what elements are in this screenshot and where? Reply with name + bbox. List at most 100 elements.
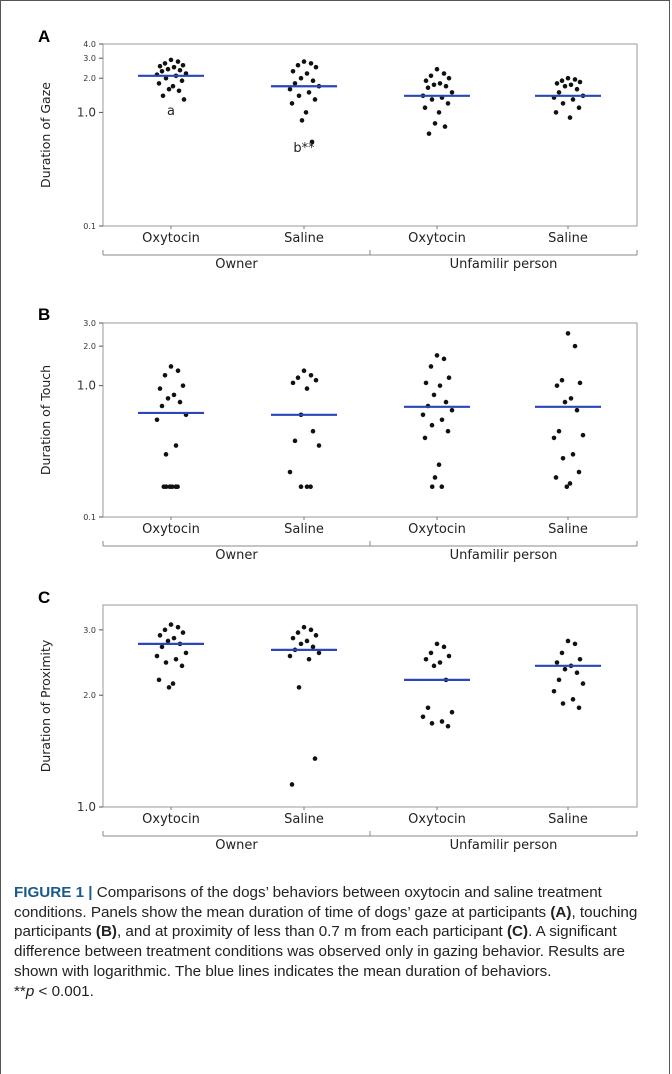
data-point-b-0-11 <box>173 443 179 448</box>
data-point-b-2-5 <box>437 383 443 388</box>
y-tick-label-c-2: 1.0 <box>77 800 96 814</box>
data-point-b-1-12 <box>298 484 304 490</box>
data-point-a-1-14 <box>289 101 295 106</box>
data-point-a-1-8 <box>292 81 298 86</box>
data-point-a-1-5 <box>304 71 310 76</box>
data-point-a-2-12 <box>429 97 435 102</box>
caption-sig-prefix: ** <box>14 982 26 1000</box>
data-point-a-2-5 <box>437 81 443 86</box>
data-point-b-0-3 <box>180 383 186 388</box>
data-point-a-3-8 <box>556 90 562 95</box>
data-point-b-1-2 <box>295 375 301 380</box>
data-point-c-2-8 <box>425 705 431 711</box>
group-label-b-1: Unfamilir person <box>450 548 558 563</box>
category-label-b-3: Saline <box>548 522 588 537</box>
caption-text-2: , touching participants <box>14 903 638 941</box>
y-tick-label-a-3: 1.0 <box>77 105 96 119</box>
data-point-a-0-6 <box>165 66 171 72</box>
data-point-a-3-13 <box>576 105 582 110</box>
data-point-b-3-6 <box>562 399 568 405</box>
data-point-a-3-14 <box>553 110 559 115</box>
data-point-c-1-12 <box>296 685 302 690</box>
data-point-c-0-10 <box>154 653 160 659</box>
data-point-a-2-13 <box>445 101 451 106</box>
data-point-a-1-0 <box>301 59 307 64</box>
data-point-b-3-13 <box>576 469 582 475</box>
data-point-b-0-0 <box>168 364 174 369</box>
data-point-b-3-15 <box>567 481 573 486</box>
data-point-a-2-15 <box>436 110 442 115</box>
data-point-c-3-2 <box>559 650 565 656</box>
data-point-a-3-0 <box>565 75 571 81</box>
data-point-b-3-16 <box>564 484 570 490</box>
category-label-a-3: Saline <box>548 231 588 246</box>
data-point-c-3-4 <box>554 660 560 665</box>
data-point-c-0-16 <box>166 685 172 690</box>
group-label-c-0: Owner <box>215 838 258 853</box>
data-point-a-0-8 <box>159 69 165 74</box>
data-point-a-1-17 <box>309 139 315 145</box>
data-point-a-0-1 <box>175 59 181 64</box>
data-point-c-0-5 <box>171 635 177 641</box>
data-point-b-2-15 <box>436 462 442 468</box>
data-point-b-1-7 <box>310 428 316 434</box>
data-point-c-0-12 <box>163 660 169 665</box>
data-point-a-2-4 <box>423 78 429 84</box>
data-point-a-0-12 <box>163 75 169 81</box>
y-tick-label-a-0: 4.0 <box>83 40 96 49</box>
data-point-b-1-4 <box>290 380 296 386</box>
data-point-b-3-4 <box>554 383 560 388</box>
data-point-c-0-9 <box>183 650 189 656</box>
data-point-a-3-12 <box>560 101 566 106</box>
data-point-c-1-14 <box>289 782 295 787</box>
caption-ref-a: (A) <box>550 903 572 921</box>
y-tick-label-a-4: 0.1 <box>83 222 96 231</box>
data-point-b-2-14 <box>422 435 428 441</box>
data-point-b-2-9 <box>449 407 455 413</box>
data-point-c-1-6 <box>298 641 304 647</box>
category-label-a-2: Oxytocin <box>408 231 466 246</box>
data-point-a-1-2 <box>295 62 301 68</box>
data-point-b-3-2 <box>559 377 565 383</box>
data-point-a-2-0 <box>434 66 440 72</box>
data-point-c-0-4 <box>157 633 163 638</box>
data-point-a-1-10 <box>287 86 293 92</box>
data-point-a-1-7 <box>310 78 316 84</box>
data-point-b-1-5 <box>304 386 310 391</box>
data-point-c-3-12 <box>560 701 566 706</box>
data-point-c-3-13 <box>576 705 582 711</box>
data-point-c-0-2 <box>162 627 168 633</box>
data-point-a-1-16 <box>299 118 305 123</box>
data-point-a-1-3 <box>313 64 319 70</box>
data-point-c-2-11 <box>439 719 445 724</box>
data-point-b-3-8 <box>556 428 562 434</box>
data-point-b-0-18 <box>163 484 169 490</box>
data-point-b-2-7 <box>443 399 449 405</box>
data-point-b-0-6 <box>165 396 171 401</box>
data-point-c-0-3 <box>180 630 186 635</box>
data-point-b-3-0 <box>565 331 571 336</box>
plot-frame-b <box>102 322 638 518</box>
data-point-c-1-13 <box>312 756 318 761</box>
data-point-a-3-15 <box>567 115 573 120</box>
data-point-a-0-2 <box>162 61 168 66</box>
data-point-b-3-7 <box>574 407 580 413</box>
data-point-b-3-10 <box>551 435 557 441</box>
data-point-a-1-1 <box>308 61 314 66</box>
data-point-b-1-11 <box>304 484 310 490</box>
figure-panels: A 4.0 3.0 2.0 1.0 0.1 Duration of Gaze Oxytocin… <box>38 27 638 853</box>
data-point-b-0-4 <box>157 386 163 391</box>
data-point-a-3-2 <box>559 78 565 84</box>
data-point-a-2-8 <box>425 85 431 90</box>
y-tick-label-a-1: 3.0 <box>83 54 96 63</box>
category-label-c-1: Saline <box>284 812 324 827</box>
category-label-a-0: Oxytocin <box>142 231 200 246</box>
data-point-a-1-4 <box>290 69 296 74</box>
data-point-a-0-19 <box>181 97 187 102</box>
data-point-a-2-2 <box>428 73 434 79</box>
data-point-c-1-0 <box>301 624 307 630</box>
data-point-c-0-6 <box>165 638 171 644</box>
caption-text-4: . A significant difference between treat… <box>14 923 625 980</box>
data-point-c-2-6 <box>431 663 437 669</box>
data-point-a-3-5 <box>568 82 574 88</box>
